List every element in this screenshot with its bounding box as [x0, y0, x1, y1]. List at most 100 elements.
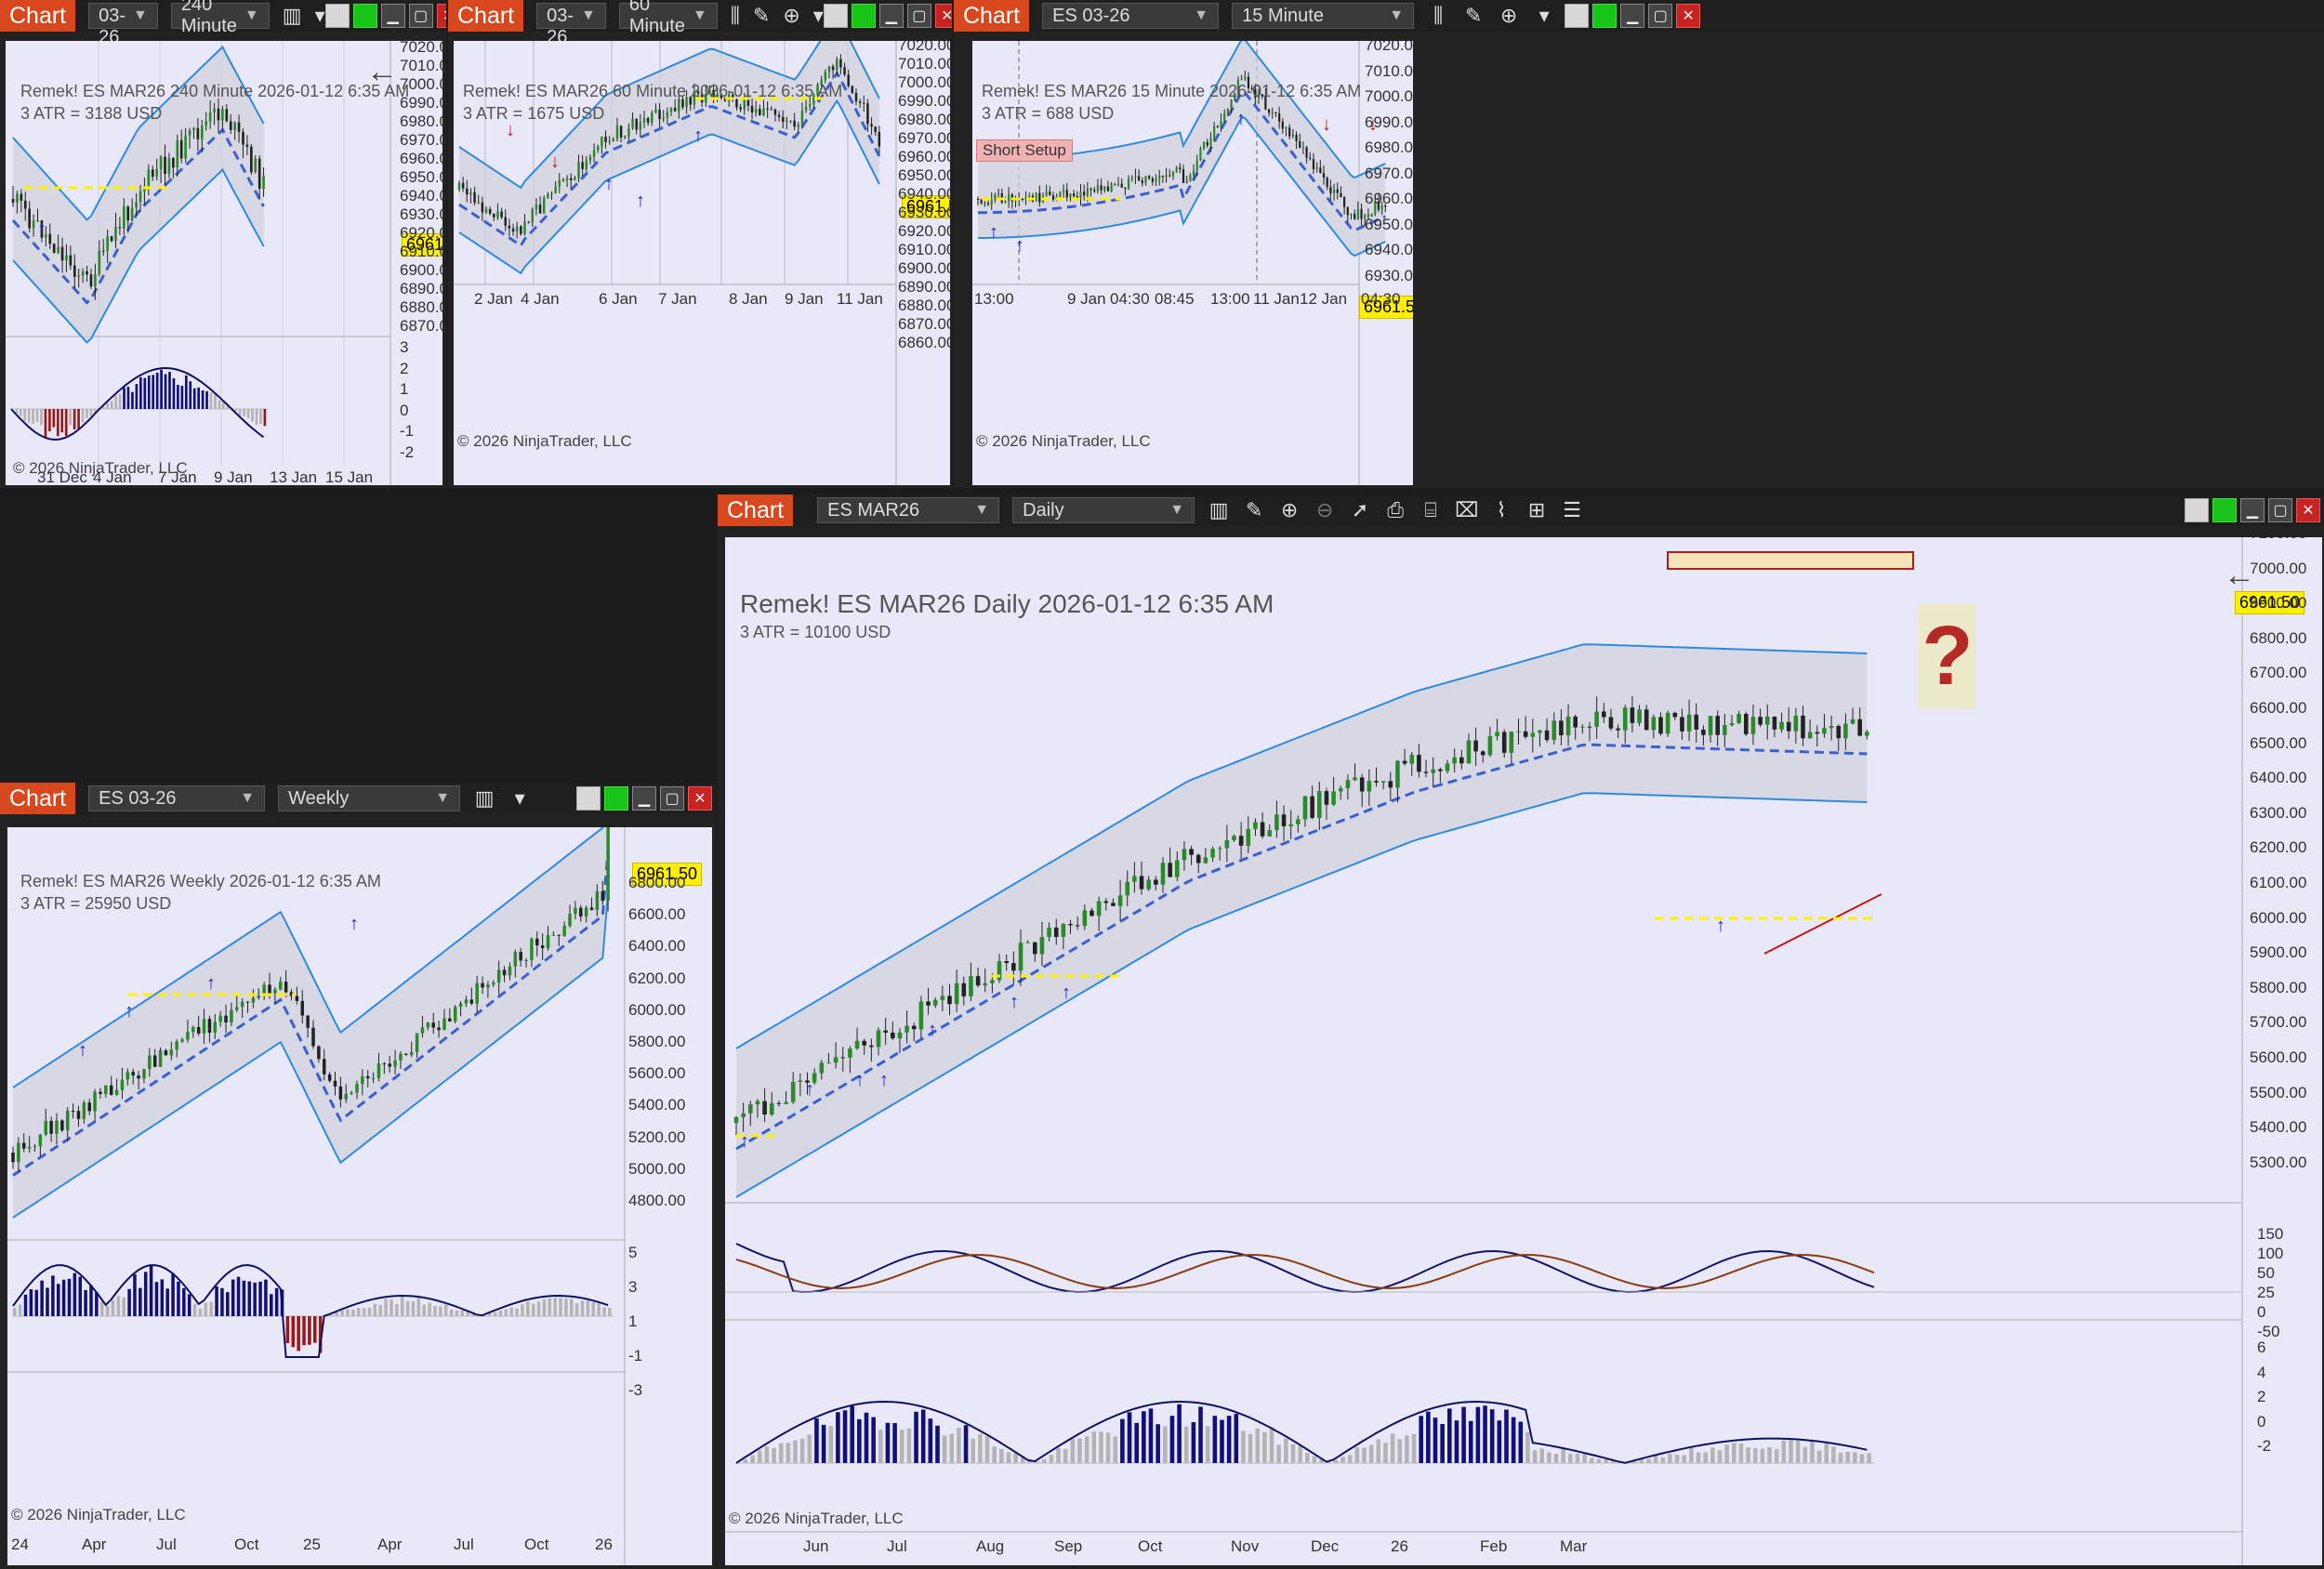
maximize-button[interactable]: ▢ — [906, 4, 931, 28]
minimize-button[interactable]: ▁ — [1620, 4, 1645, 28]
histogram-bar — [914, 1411, 918, 1463]
chart-pane-240min[interactable]: ↑ Remek! ES MAR26 240 Minute 2026-01-12 … — [6, 41, 442, 485]
chart-logo[interactable]: Chart — [954, 0, 1030, 32]
chart-logo[interactable]: Chart — [448, 0, 524, 32]
axis-label: 6900.00 — [2250, 594, 2307, 613]
pointer-icon[interactable]: ➚ — [1351, 498, 1369, 521]
maximize-button[interactable]: ▢ — [408, 4, 433, 28]
short-setup-button[interactable]: Short Setup — [976, 139, 1073, 162]
chart-pane-daily[interactable]: ↑ ↑ ↑ ↑ ↑ ↑ ↑ ↑ Remek! ES MAR26 Daily 2026-01-1… — [725, 537, 2322, 1565]
close-button[interactable]: ✕ — [2296, 498, 2320, 522]
timeframe-selector[interactable]: 240 Minute ▼ — [170, 0, 270, 36]
link-color-button[interactable] — [1565, 4, 1590, 28]
chart-pane-15min[interactable]: ↑ ↑ ↑ ↓ ↓ Remek! ES MAR26 15 Minute 2026-01-… — [972, 41, 1413, 485]
link-color-button[interactable] — [2185, 498, 2209, 522]
candle-body — [1694, 714, 1699, 730]
minimize-button[interactable]: ▁ — [878, 4, 904, 28]
list-icon[interactable]: ☰ — [1563, 498, 1581, 521]
link-green-button[interactable] — [1592, 4, 1618, 28]
indicators-icon[interactable]: ⊞ — [1527, 498, 1546, 521]
axis-label: 6890.00 — [898, 278, 950, 296]
draw-pencil-icon[interactable]: ✎ — [1464, 4, 1483, 27]
data-box-icon[interactable]: ⎙ — [1387, 498, 1404, 521]
templates-icon[interactable]: ⌧ — [1455, 498, 1479, 521]
candle-body — [355, 1083, 359, 1093]
close-button[interactable]: ✕ — [688, 786, 712, 811]
properties-icon[interactable]: ⌸ — [1424, 498, 1437, 521]
buy-arrow-icon: ↑ — [879, 1070, 889, 1090]
instrument-selector[interactable]: ES 03-26▼ — [88, 785, 266, 811]
link-color-button[interactable] — [823, 4, 848, 28]
candle-body — [1230, 99, 1233, 109]
draw-pencil-icon[interactable]: ✎ — [1245, 498, 1263, 521]
candle-body — [242, 131, 244, 145]
candle-body — [565, 178, 569, 180]
minimize-button[interactable]: ▁ — [380, 4, 405, 28]
axis-label: 3 — [400, 338, 409, 356]
candle-body — [800, 110, 804, 125]
chevron-down-icon[interactable]: ▾ — [514, 786, 525, 810]
candle-body — [1117, 895, 1123, 906]
axis-label: 6940.00 — [1365, 241, 1413, 258]
maximize-button[interactable]: ▢ — [1648, 4, 1673, 28]
chart-pane-60min[interactable]: ↑ ↑ ↑ ↓ ↓ Remek! ES MAR26 60 Minute 2026-01-… — [454, 41, 950, 485]
link-green-button[interactable] — [352, 4, 377, 28]
chart-logo[interactable]: Chart — [0, 783, 76, 814]
draw-pencil-icon[interactable]: ✎ — [752, 4, 771, 27]
chevron-down-icon[interactable]: ▾ — [812, 4, 824, 27]
close-button[interactable]: ✕ — [934, 4, 952, 28]
instrument-selector[interactable]: ES 03-26▼ — [88, 0, 158, 47]
bar-style-icon[interactable]: ▥ — [474, 786, 495, 810]
candle-body — [1051, 195, 1055, 200]
instrument-selector[interactable]: ES MAR26 ▼ — [817, 497, 1000, 523]
chart-pane-weekly[interactable]: ↑ ↑ ↑ ↑ Remek! ES MAR26 Weekly 2026-01-12 6… — [7, 827, 712, 1565]
chevron-down-icon[interactable]: ▾ — [1538, 4, 1550, 27]
candle-body — [496, 211, 499, 218]
candle-body — [1538, 730, 1542, 733]
candle-body — [574, 907, 577, 915]
chart-logo[interactable]: Chart — [0, 0, 76, 32]
close-button[interactable]: ✕ — [1676, 4, 1701, 28]
zoom-icon[interactable]: ⊕ — [1499, 4, 1518, 27]
zoom-icon[interactable]: ⊕ — [783, 4, 800, 27]
minimize-button[interactable]: ▁ — [2240, 498, 2265, 522]
candle-body — [338, 1086, 343, 1100]
close-button[interactable]: ✕ — [436, 4, 446, 28]
instrument-selector[interactable]: ES 03-26▼ — [1042, 3, 1220, 29]
instrument-selector[interactable]: ES 03-26▼ — [536, 0, 606, 47]
candle-body — [1185, 180, 1188, 184]
bar-style-icon[interactable]: ▥ — [1208, 498, 1229, 521]
back-arrow-icon[interactable]: ← — [2224, 558, 2255, 593]
axis-label: 7010.00 — [1365, 61, 1413, 80]
timeframe-selector[interactable]: Weekly ▼ — [278, 785, 461, 811]
histogram-bar — [1789, 1439, 1793, 1463]
maximize-button[interactable]: ▢ — [2268, 498, 2292, 522]
bar-style-icon[interactable]: ⫼ — [730, 4, 740, 27]
axis-label: 5600.00 — [2250, 1048, 2307, 1066]
candle-body — [1829, 725, 1834, 729]
timeframe-selector[interactable]: 60 Minute ▼ — [618, 0, 718, 36]
timeframe-selector[interactable]: 15 Minute ▼ — [1232, 3, 1415, 29]
bar-style-icon[interactable]: ▥ — [282, 4, 302, 27]
candle-body — [1033, 942, 1037, 955]
link-green-button[interactable] — [604, 786, 628, 811]
link-green-button[interactable] — [851, 4, 876, 28]
zoom-in-icon[interactable]: ⊕ — [1280, 498, 1299, 521]
histogram-bar — [177, 1281, 180, 1316]
bar-style-icon[interactable]: ⫼ — [1433, 4, 1444, 27]
histogram-bar — [19, 409, 22, 416]
candle-body — [1049, 191, 1051, 196]
minimize-button[interactable]: ▁ — [632, 786, 656, 811]
histogram-bar — [67, 1278, 72, 1316]
chevron-down-icon[interactable]: ▾ — [314, 4, 325, 27]
zoom-out-icon[interactable]: ⊖ — [1315, 498, 1334, 521]
link-green-button[interactable] — [2212, 498, 2237, 522]
strategies-icon[interactable]: ⌇ — [1496, 498, 1507, 521]
maximize-button[interactable]: ▢ — [660, 786, 684, 811]
link-color-button[interactable] — [576, 786, 601, 811]
candle-body — [891, 1032, 895, 1039]
link-color-button[interactable] — [324, 4, 350, 28]
timeframe-selector[interactable]: Daily ▼ — [1012, 497, 1195, 523]
back-arrow-icon[interactable]: ← — [366, 54, 398, 89]
chart-logo[interactable]: Chart — [718, 494, 794, 526]
